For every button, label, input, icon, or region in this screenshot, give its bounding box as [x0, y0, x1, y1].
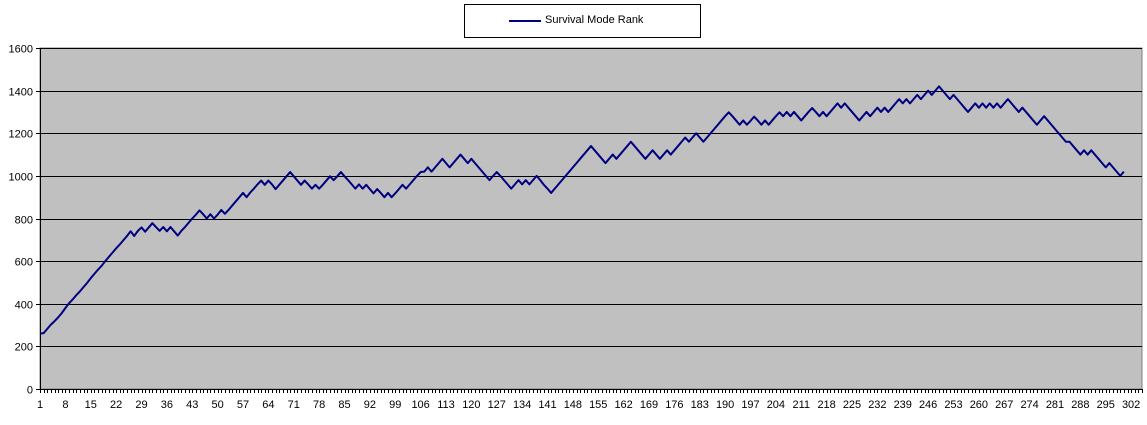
x-tick-label: 15 [85, 399, 97, 411]
x-tick-label: 211 [792, 399, 810, 411]
x-tick-label: 99 [389, 399, 401, 411]
x-tick-label: 267 [995, 399, 1013, 411]
x-tick-label: 120 [462, 399, 480, 411]
legend-label: Survival Mode Rank [545, 14, 644, 26]
x-tick-label: 183 [691, 399, 709, 411]
x-tick-label: 288 [1071, 399, 1089, 411]
y-tick-label: 400 [15, 300, 33, 312]
x-tick-label: 22 [110, 399, 122, 411]
x-axis-ticks [40, 389, 1143, 393]
x-tick-label: 204 [767, 399, 785, 411]
x-tick-label: 162 [614, 399, 632, 411]
x-tick-label: 8 [62, 399, 68, 411]
plot-area [39, 47, 1143, 390]
x-tick-label: 71 [288, 399, 300, 411]
x-tick-label: 169 [640, 399, 658, 411]
x-tick-label: 190 [716, 399, 734, 411]
legend: Survival Mode Rank [464, 4, 701, 38]
x-tick-label: 232 [868, 399, 886, 411]
series-layer [39, 85, 1125, 335]
x-tick-label: 295 [1097, 399, 1115, 411]
y-tick-label: 1400 [9, 87, 33, 99]
x-tick-label: 176 [665, 399, 683, 411]
x-tick-label: 302 [1122, 399, 1140, 411]
x-tick-label: 225 [843, 399, 861, 411]
legend-swatch [509, 20, 541, 22]
x-tick-label: 260 [970, 399, 988, 411]
x-tick-label: 253 [944, 399, 962, 411]
gridlines [40, 48, 1142, 347]
y-tick-label: 800 [15, 215, 33, 227]
x-tick-label: 106 [411, 399, 429, 411]
x-tick-label: 113 [437, 399, 455, 411]
x-tick-label: 141 [538, 399, 556, 411]
x-tick-label: 274 [1020, 399, 1038, 411]
x-tick-label: 57 [237, 399, 249, 411]
y-tick-label: 0 [27, 385, 33, 397]
x-tick-label: 50 [212, 399, 224, 411]
x-tick-label: 218 [817, 399, 835, 411]
x-tick-label: 148 [564, 399, 582, 411]
x-axis-tick-labels: 1 8 15 22 29 36 43 50 57 64 71 78 85 92 99 106 113 120 127… [37, 399, 1140, 411]
x-tick-label: 239 [894, 399, 912, 411]
x-tick-label: 1 [37, 399, 43, 411]
x-tick-label: 64 [262, 399, 274, 411]
y-tick-label: 1000 [9, 172, 33, 184]
series-line [39, 85, 1125, 335]
x-tick-label: 92 [364, 399, 376, 411]
y-tick-label: 200 [15, 342, 33, 354]
x-tick-label: 246 [919, 399, 937, 411]
x-tick-label: 127 [488, 399, 506, 411]
y-axis-tick-labels: 0 200 400 600 800 1000 1200 1400 1600 [9, 44, 33, 397]
x-tick-label: 36 [161, 399, 173, 411]
y-tick-label: 1200 [9, 129, 33, 141]
y-tick-label: 1600 [9, 44, 33, 56]
x-tick-label: 134 [513, 399, 531, 411]
x-tick-label: 197 [741, 399, 759, 411]
x-tick-label: 43 [186, 399, 198, 411]
x-tick-label: 78 [313, 399, 325, 411]
y-tick-label: 600 [15, 257, 33, 269]
x-tick-label: 29 [135, 399, 147, 411]
x-tick-label: 281 [1046, 399, 1064, 411]
x-tick-label: 85 [338, 399, 350, 411]
x-tick-label: 155 [589, 399, 607, 411]
